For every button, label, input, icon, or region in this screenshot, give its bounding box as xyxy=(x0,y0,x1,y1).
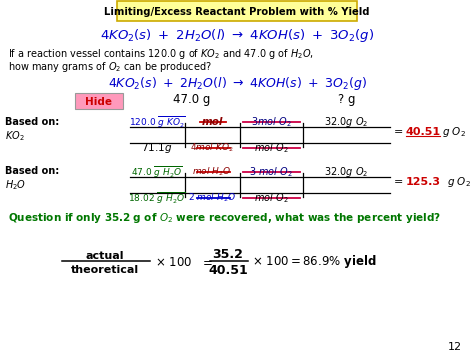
Text: =: = xyxy=(394,177,407,187)
Text: 125.3: 125.3 xyxy=(406,177,441,187)
Text: $H_2O$: $H_2O$ xyxy=(5,178,26,192)
Text: Limiting/Excess Reactant Problem with % Yield: Limiting/Excess Reactant Problem with % … xyxy=(104,7,370,17)
Text: $3mol\ O_2$: $3mol\ O_2$ xyxy=(251,115,292,129)
Text: Hide: Hide xyxy=(85,97,112,107)
Text: $4KO_2(s)\ +\ 2H_2O(l)\ \rightarrow\ 4KOH(s)\ +\ 3O_2(g)$: $4KO_2(s)\ +\ 2H_2O(l)\ \rightarrow\ 4KO… xyxy=(108,76,366,93)
Text: $32.0g\ O_2$: $32.0g\ O_2$ xyxy=(324,115,368,129)
Text: If a reaction vessel contains 120.0 g of $KO_2$ and 47.0 g of $H_2O$,: If a reaction vessel contains 120.0 g of… xyxy=(8,47,314,61)
Text: theoretical: theoretical xyxy=(71,265,139,275)
Text: Based on:: Based on: xyxy=(5,166,59,176)
Text: 40.51: 40.51 xyxy=(208,263,248,277)
Text: 35.2: 35.2 xyxy=(212,248,244,262)
Text: $g\ O_2$: $g\ O_2$ xyxy=(442,125,466,139)
Text: $3\ mol\ O_2$: $3\ mol\ O_2$ xyxy=(249,165,293,179)
Text: 40.51: 40.51 xyxy=(406,127,441,137)
Text: $4KO_2(s)\ +\ 2H_2O(l)\ \rightarrow\ 4KOH(s)\ +\ 3O_2(g)$: $4KO_2(s)\ +\ 2H_2O(l)\ \rightarrow\ 4KO… xyxy=(100,27,374,44)
Text: how many grams of $O_2$ can be produced?: how many grams of $O_2$ can be produced? xyxy=(8,60,212,74)
Text: $32.0g\ O_2$: $32.0g\ O_2$ xyxy=(324,165,368,179)
Text: $71.1g$: $71.1g$ xyxy=(141,141,173,155)
Text: Question if only 35.2 g of $O_2$ were recovered, what was the percent yield?: Question if only 35.2 g of $O_2$ were re… xyxy=(8,211,441,225)
Text: $KO_2$: $KO_2$ xyxy=(5,129,25,143)
Text: $mol\ O_2$: $mol\ O_2$ xyxy=(254,141,288,155)
Text: Based on:: Based on: xyxy=(5,117,59,127)
Text: $18.02\ \overline{g\ H_2O}$: $18.02\ \overline{g\ H_2O}$ xyxy=(128,190,186,206)
Text: 12: 12 xyxy=(448,342,462,352)
Text: $\times\ 100 = 86.9\%\ \mathbf{yield}$: $\times\ 100 = 86.9\%\ \mathbf{yield}$ xyxy=(252,253,377,271)
Text: $4mol\ KO_2$: $4mol\ KO_2$ xyxy=(190,142,234,154)
Text: =: = xyxy=(394,127,407,137)
Text: ? g: ? g xyxy=(338,93,356,106)
Text: $mol\ H_2O$: $mol\ H_2O$ xyxy=(192,166,232,178)
Text: $120.0\ \overline{g\ KO_2}$: $120.0\ \overline{g\ KO_2}$ xyxy=(129,114,185,130)
Text: $=$: $=$ xyxy=(200,256,213,268)
Text: $g\ O_2$: $g\ O_2$ xyxy=(447,175,471,189)
Text: $\times\ 100$: $\times\ 100$ xyxy=(155,256,192,268)
Text: $47.0\ \overline{g\ H_2O}$: $47.0\ \overline{g\ H_2O}$ xyxy=(131,164,183,180)
FancyBboxPatch shape xyxy=(117,1,357,21)
Text: actual: actual xyxy=(86,251,124,261)
Text: mol: mol xyxy=(201,117,223,127)
Text: 47.0 g: 47.0 g xyxy=(173,93,210,106)
Text: $2\ mol\ H_2O$: $2\ mol\ H_2O$ xyxy=(188,192,236,204)
FancyBboxPatch shape xyxy=(75,93,123,109)
Text: $mol\ O_2$: $mol\ O_2$ xyxy=(254,191,288,205)
